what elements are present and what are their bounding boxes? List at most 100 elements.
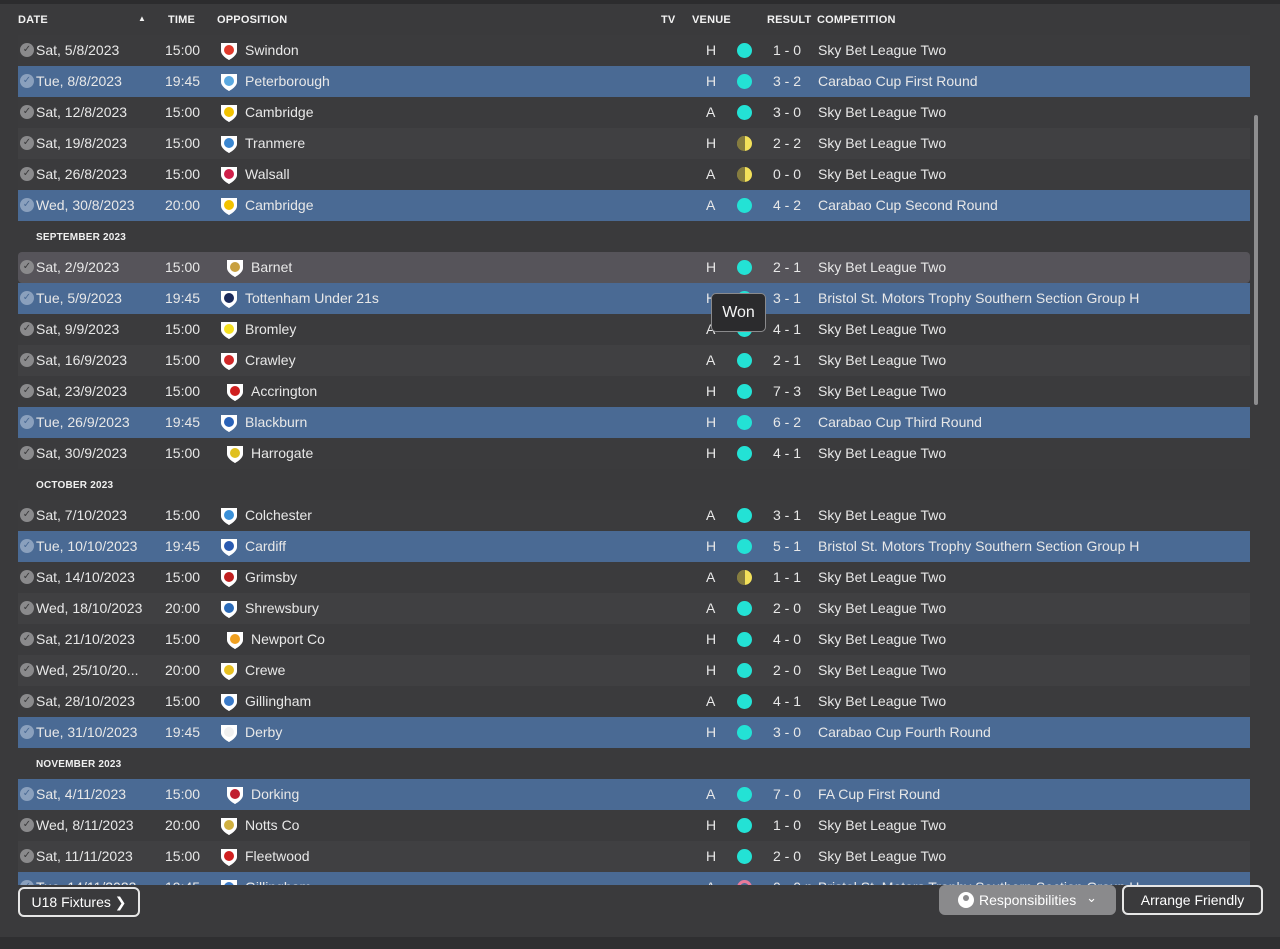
- opposition-name[interactable]: Peterborough: [245, 73, 330, 89]
- result-win-icon[interactable]: [737, 725, 752, 740]
- result-win-icon[interactable]: [737, 384, 752, 399]
- fixture-row[interactable]: ✓ Sat, 2/9/2023 15:00 Barnet H 2 - 1 Sky Bet L…: [18, 252, 1250, 283]
- result-win-icon[interactable]: [737, 105, 752, 120]
- fixture-row[interactable]: ✓ Sat, 4/11/2023 15:00 Dorking A 7 - 0 FA Cup …: [18, 779, 1250, 810]
- match-result[interactable]: 2 - 0: [773, 848, 802, 864]
- competition-name[interactable]: Carabao Cup Fourth Round: [818, 724, 991, 740]
- opposition-name[interactable]: Accrington: [251, 383, 318, 399]
- match-result[interactable]: 5 - 1: [773, 538, 802, 554]
- match-result[interactable]: 4 - 1: [773, 445, 802, 461]
- responsibilities-button[interactable]: Responsibilities ⌄: [939, 885, 1116, 915]
- opposition-name[interactable]: Tranmere: [245, 135, 306, 151]
- opposition-name[interactable]: Shrewsbury: [245, 600, 319, 616]
- result-column-header[interactable]: RESULT: [767, 14, 812, 26]
- match-result[interactable]: 1 - 0: [773, 817, 802, 833]
- competition-name[interactable]: Bristol St. Motors Trophy Southern Secti…: [818, 538, 1140, 554]
- competition-name[interactable]: Sky Bet League Two: [818, 352, 947, 368]
- competition-name[interactable]: Carabao Cup First Round: [818, 73, 978, 89]
- match-result[interactable]: 4 - 0: [773, 631, 802, 647]
- match-result[interactable]: 7 - 3: [773, 383, 802, 399]
- match-result[interactable]: 3 - 0: [773, 724, 802, 740]
- match-result[interactable]: 1 - 1: [773, 569, 802, 585]
- fixture-row[interactable]: ✓ Sat, 23/9/2023 15:00 Accrington H 7 - 3 Sky …: [18, 376, 1250, 407]
- fixture-row[interactable]: ✓ Sat, 30/9/2023 15:00 Harrogate H 4 - 1 Sky B…: [18, 438, 1250, 469]
- fixture-row[interactable]: ✓ Sat, 12/8/2023 15:00 Cambridge A 3 - 0 Sky B…: [18, 97, 1250, 128]
- match-result[interactable]: 3 - 1: [773, 507, 802, 523]
- opposition-name[interactable]: Fleetwood: [245, 848, 310, 864]
- opposition-name[interactable]: Tottenham Under 21s: [245, 290, 379, 306]
- arrange-friendly-button[interactable]: Arrange Friendly: [1122, 885, 1263, 915]
- competition-name[interactable]: Sky Bet League Two: [818, 817, 947, 833]
- opposition-name[interactable]: Blackburn: [245, 414, 308, 430]
- result-draw-icon[interactable]: [737, 167, 752, 182]
- u18-fixtures-button[interactable]: U18 Fixtures ❯: [18, 887, 140, 917]
- result-win-icon[interactable]: [737, 508, 752, 523]
- opposition-name[interactable]: Swindon: [245, 42, 299, 58]
- match-result[interactable]: 2 - 0: [773, 600, 802, 616]
- opposition-name[interactable]: Cardiff: [245, 538, 286, 554]
- match-result[interactable]: 0 - 0: [773, 166, 802, 182]
- opposition-name[interactable]: Dorking: [251, 786, 300, 802]
- competition-name[interactable]: Sky Bet League Two: [818, 135, 947, 151]
- opposition-name[interactable]: Crawley: [245, 352, 296, 368]
- match-result[interactable]: 2 - 2: [773, 135, 802, 151]
- fixture-row[interactable]: ✓ Wed, 18/10/2023 20:00 Shrewsbury A 2 - 0 Sky…: [18, 593, 1250, 624]
- result-win-icon[interactable]: [737, 539, 752, 554]
- opposition-name[interactable]: Walsall: [245, 166, 290, 182]
- fixture-row[interactable]: ✓ Sat, 26/8/2023 15:00 Walsall A 0 - 0 Sky Bet…: [18, 159, 1250, 190]
- opposition-name[interactable]: Notts Co: [245, 817, 300, 833]
- competition-name[interactable]: Sky Bet League Two: [818, 848, 947, 864]
- match-result[interactable]: 3 - 0: [773, 104, 802, 120]
- result-win-icon[interactable]: [737, 74, 752, 89]
- match-result[interactable]: 4 - 2: [773, 197, 802, 213]
- result-win-icon[interactable]: [737, 446, 752, 461]
- competition-name[interactable]: Sky Bet League Two: [818, 259, 947, 275]
- result-draw-icon[interactable]: [737, 570, 752, 585]
- competition-name[interactable]: Sky Bet League Two: [818, 507, 947, 523]
- competition-name[interactable]: Sky Bet League Two: [818, 166, 947, 182]
- competition-name[interactable]: Carabao Cup Second Round: [818, 197, 998, 213]
- result-win-icon[interactable]: [737, 632, 752, 647]
- opposition-name[interactable]: Cambridge: [245, 104, 314, 120]
- result-win-icon[interactable]: [737, 849, 752, 864]
- fixture-row[interactable]: ✓ Wed, 25/10/20... 20:00 Crewe H 2 - 0 Sky Bet…: [18, 655, 1250, 686]
- fixture-row[interactable]: ✓ Tue, 26/9/2023 19:45 Blackburn H 6 - 2 Carab…: [18, 407, 1250, 438]
- match-result[interactable]: 3 - 2: [773, 73, 802, 89]
- fixture-row[interactable]: ✓ Sat, 14/10/2023 15:00 Grimsby A 1 - 1 Sky Be…: [18, 562, 1250, 593]
- match-result[interactable]: 7 - 0: [773, 786, 802, 802]
- fixture-row[interactable]: ✓ Tue, 8/8/2023 19:45 Peterborough H 3 - 2 Car…: [18, 66, 1250, 97]
- tv-column-header[interactable]: TV: [661, 14, 676, 26]
- fixture-row[interactable]: ✓ Tue, 10/10/2023 19:45 Cardiff H 5 - 1 Bristo…: [18, 531, 1250, 562]
- fixture-row[interactable]: ✓ Wed, 30/8/2023 20:00 Cambridge A 4 - 2 Carab…: [18, 190, 1250, 221]
- result-win-icon[interactable]: [737, 601, 752, 616]
- competition-name[interactable]: Sky Bet League Two: [818, 383, 947, 399]
- competition-name[interactable]: Sky Bet League Two: [818, 321, 947, 337]
- time-column-header[interactable]: TIME: [168, 14, 196, 26]
- competition-name[interactable]: Sky Bet League Two: [818, 600, 947, 616]
- fixture-row[interactable]: ✓ Sat, 19/8/2023 15:00 Tranmere H 2 - 2 Sky Be…: [18, 128, 1250, 159]
- result-win-icon[interactable]: [737, 43, 752, 58]
- competition-name[interactable]: Sky Bet League Two: [818, 662, 947, 678]
- venue-column-header[interactable]: VENUE: [692, 14, 731, 26]
- fixture-row[interactable]: ✓ Wed, 8/11/2023 20:00 Notts Co H 1 - 0 Sky Be…: [18, 810, 1250, 841]
- match-result[interactable]: 2 - 1: [773, 352, 802, 368]
- opposition-name[interactable]: Crewe: [245, 662, 286, 678]
- opposition-name[interactable]: Bromley: [245, 321, 297, 337]
- result-win-icon[interactable]: [737, 415, 752, 430]
- match-result[interactable]: 4 - 1: [773, 321, 802, 337]
- sort-ascending-icon[interactable]: ▲: [138, 14, 147, 23]
- competition-name[interactable]: Bristol St. Motors Trophy Southern Secti…: [818, 290, 1140, 306]
- opposition-name[interactable]: Cambridge: [245, 197, 314, 213]
- fixture-row[interactable]: ✓ Sat, 7/10/2023 15:00 Colchester A 3 - 1 Sky …: [18, 500, 1250, 531]
- result-win-icon[interactable]: [737, 663, 752, 678]
- opposition-name[interactable]: Gillingham: [245, 693, 312, 709]
- fixture-row[interactable]: ✓Sat, 9/9/2023 15:00 Bromley A 4 - 1 Sky Bet …: [18, 314, 1250, 345]
- fixture-row[interactable]: ✓ Sat, 5/8/2023 15:00 Swindon H 1 - 0 Sky Bet …: [18, 35, 1250, 66]
- scrollbar-thumb[interactable]: [1254, 115, 1258, 405]
- match-result[interactable]: 6 - 2: [773, 414, 802, 430]
- competition-name[interactable]: Sky Bet League Two: [818, 104, 947, 120]
- opposition-name[interactable]: Derby: [245, 724, 283, 740]
- fixture-row[interactable]: ✓ Sat, 21/10/2023 15:00 Newport Co H 4 - 0 Sky…: [18, 624, 1250, 655]
- opposition-name[interactable]: Newport Co: [251, 631, 325, 647]
